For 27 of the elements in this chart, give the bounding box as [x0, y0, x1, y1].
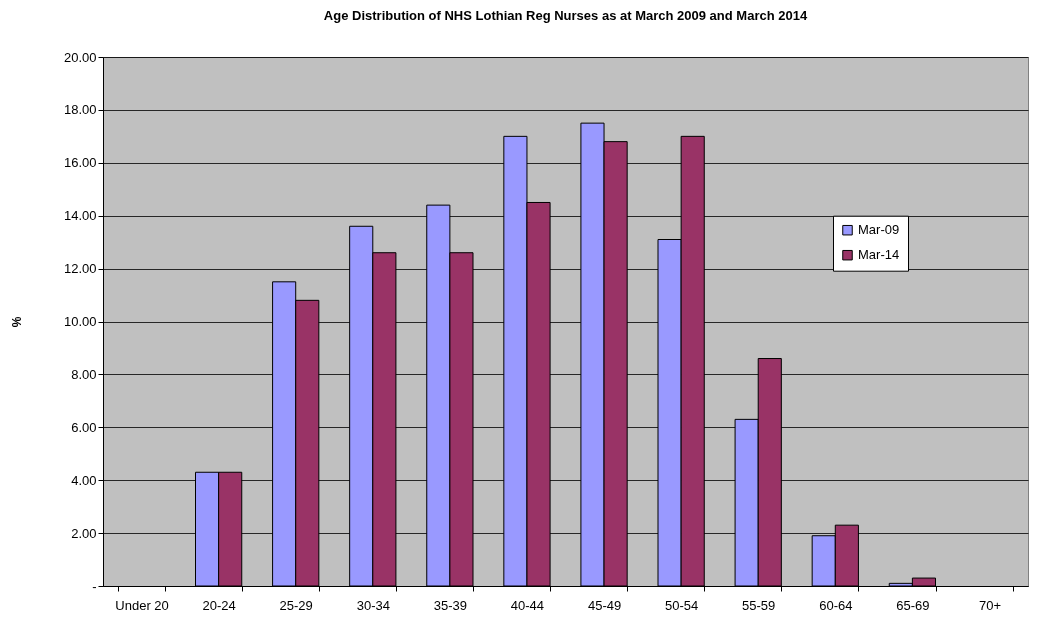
x-tick-label: 30-34 [356, 597, 390, 613]
x-tick-label: 25-29 [279, 597, 313, 613]
x-tick-label: 70+ [978, 597, 1001, 613]
y-axis-title: % [9, 316, 24, 328]
x-tick-label: 45-49 [587, 597, 622, 613]
y-tick-label: 2.00 [71, 525, 97, 541]
y-tick-label: 12.00 [63, 261, 97, 277]
y-tick-label: 4.00 [71, 472, 97, 488]
x-tick-label: 65-69 [896, 597, 930, 613]
x-tick-label: Under 20 [115, 597, 169, 613]
y-tick-label: 16.00 [63, 155, 97, 171]
chart-title: Age Distribution of NHS Lothian Reg Nurses as at March 2009 and March 2014 [323, 8, 808, 23]
y-tick-label: 18.00 [63, 102, 97, 118]
y-tick-label: 6.00 [71, 419, 97, 435]
y-tick-label: 10.00 [63, 314, 97, 329]
y-tick-label: 8.00 [71, 366, 97, 382]
legend-label: Mar-14 [858, 247, 900, 263]
x-tick-label: 40-44 [510, 597, 545, 613]
x-tick-label: 50-54 [665, 597, 699, 613]
x-tick-label: 60-64 [819, 597, 853, 613]
x-tick-label: 35-39 [433, 597, 467, 613]
x-tick-label: 20-24 [202, 597, 236, 613]
x-tick-label: 55-59 [742, 597, 776, 613]
y-tick-label: 20.00 [63, 49, 97, 65]
legend-label: Mar-09 [858, 222, 900, 238]
y-tick-label: 14.00 [63, 208, 97, 224]
y-tick-label: - [92, 578, 97, 594]
